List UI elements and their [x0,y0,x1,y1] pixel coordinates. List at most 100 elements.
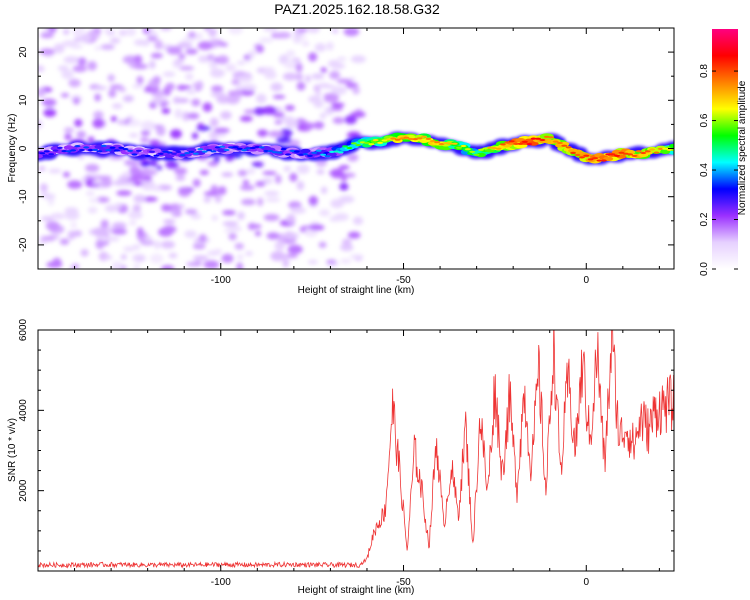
noise-blob [93,110,104,120]
ridge-mark [118,146,125,149]
ridge-mark [469,150,476,153]
noise-blob [103,255,113,260]
noise-blob [352,86,360,95]
noise-blob [94,93,101,102]
noise-blob [232,89,244,98]
ridge-mark [355,144,362,147]
noise-blob [296,81,306,91]
noise-blob [237,74,253,83]
noise-blob [132,244,141,251]
spectrogram-x-axis-label: Height of straight line (km) [298,285,415,296]
noise-blob [297,28,309,33]
ridge-mark [219,145,226,148]
noise-blob [329,70,341,80]
noise-blob [60,93,70,98]
noise-blob [64,133,72,141]
ridge-mark [192,152,199,155]
noise-blob [77,57,87,66]
noise-blob [296,180,305,191]
ridge-mark [87,148,94,152]
noise-blob [170,129,182,139]
ridge-mark [166,151,173,154]
spectrogram-noise-blobs [38,28,366,269]
ridge-mark [574,153,581,157]
ridge-mark [263,149,270,153]
snr-y-ticks: 2000 4000 6000 [18,318,674,572]
noise-blob [152,75,161,84]
ridge-mark [570,151,577,154]
noise-blob [349,254,364,259]
ridge-mark [241,149,248,152]
ridge-mark [390,137,397,140]
ridge-mark [565,146,572,149]
ridge-mark [669,143,674,149]
noise-blob [274,241,285,251]
noise-blob [68,78,81,88]
ridge-mark [438,143,445,146]
noise-blob [211,215,218,221]
ridge-mark [609,153,616,156]
ridge-mark [302,153,309,156]
noise-blob [64,207,79,215]
noise-blob [161,265,175,269]
noise-blob [285,253,298,259]
ridge-mark [368,143,375,146]
ridge-mark [460,144,467,148]
noise-blob [92,118,104,129]
spectrogram-x-ticks: -100 -50 0 [37,28,660,286]
noise-blob [343,28,360,37]
noise-blob [176,42,192,49]
ridge-mark [635,150,642,153]
ridge-mark [43,150,50,153]
ridge-mark [425,137,432,140]
noise-blob [352,216,364,225]
noise-blob [129,133,139,138]
chart-title: PAZ1.2025.162.18.58.G32 [274,1,440,17]
ridge-mark [456,146,463,149]
ridge-mark [171,152,177,155]
noise-blob [284,104,295,111]
noise-blob [283,166,291,172]
noise-blob [331,28,339,34]
ridge-mark [513,142,520,145]
snr-x-axis-label: Height of straight line (km) [298,585,415,596]
ridge-mark [451,142,458,145]
noise-blob [323,93,331,103]
noise-blob [239,184,255,191]
noise-blob [110,37,121,44]
noise-blob [165,160,179,169]
ridge-mark [508,140,515,143]
ridge-mark [324,155,331,158]
noise-blob [150,52,163,59]
ridge-mark [315,149,322,152]
noise-blob [102,232,111,238]
noise-blob [95,239,105,250]
ridge-mark [74,145,81,148]
noise-blob [255,181,266,187]
noise-blob [326,41,334,51]
ridge-mark [232,146,239,149]
noise-blob [264,71,277,80]
noise-blob [336,78,353,84]
ridge-mark [300,148,311,154]
ridge-mark [280,148,287,151]
ridge-mark [640,151,647,155]
ridge-mark [548,136,555,139]
noise-blob [207,53,215,61]
noise-blob [248,50,258,55]
noise-blob [228,28,243,35]
noise-blob [149,60,156,69]
ridge-mark [122,148,129,151]
y-tick-label: 4000 [18,399,29,422]
ridge-mark [144,154,151,157]
noise-blob [243,55,250,60]
ridge-mark [127,149,134,152]
ridge-mark [96,150,103,153]
noise-blob [103,28,113,34]
noise-blob [87,206,98,214]
noise-blob [48,168,62,174]
noise-blob [43,108,57,118]
ridge-mark [320,153,327,156]
ridge-mark [504,141,511,144]
noise-blob [221,172,234,178]
